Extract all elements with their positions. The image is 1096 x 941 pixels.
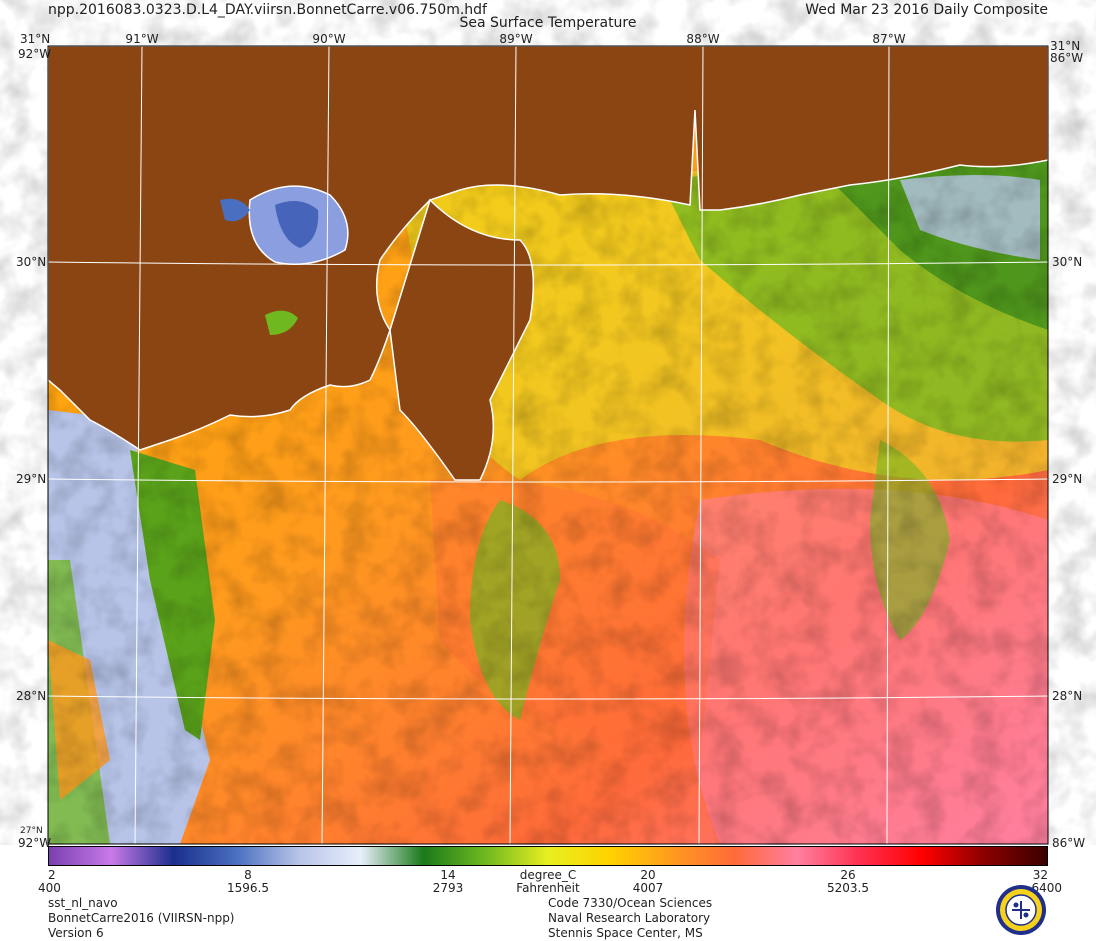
meridian-91w xyxy=(134,45,143,845)
lat-label-28n-right: 28°N xyxy=(1052,689,1083,703)
meridian-88w xyxy=(698,45,704,845)
corner-label-top-right-lon: 86°W xyxy=(1050,51,1084,65)
colorbar-tick-fahrenheit: 6400 xyxy=(1031,881,1062,895)
small-lake xyxy=(220,198,250,222)
footer-product-name: sst_nl_navo xyxy=(48,896,118,910)
meridian-90w xyxy=(321,45,330,845)
corner-label-bottom-left-lat: 27°N xyxy=(20,826,43,836)
meridian-89w xyxy=(509,45,517,845)
lat-label-29n-left: 29°N xyxy=(16,472,47,486)
lon-label-88w: 88°W xyxy=(686,32,720,46)
corner-label-top-right-lat: 31°N xyxy=(1050,39,1081,53)
lat-label-30n-left: 30°N xyxy=(16,255,47,269)
colorbar-tick-fahrenheit: 1596.5 xyxy=(227,881,269,895)
graticule xyxy=(47,45,1049,845)
sst-map xyxy=(47,45,1049,845)
meridian-87w xyxy=(886,45,890,845)
mississippi-delta xyxy=(389,198,535,481)
date-label: Wed Mar 23 2016 Daily Composite xyxy=(805,2,1048,18)
colorbar-tick-fahrenheit: 4007 xyxy=(632,881,664,895)
naval-research-laboratory-seal-icon xyxy=(996,885,1046,935)
colorbar-unit-celsius: degree_C xyxy=(519,868,577,882)
colorbar xyxy=(48,846,1048,866)
parallel-28n xyxy=(47,695,1049,700)
lat-label-28n-left: 28°N xyxy=(16,689,47,703)
corner-label-bottom-left-lon: 92°W xyxy=(18,836,52,850)
footer-org-code: Code 7330/Ocean Sciences xyxy=(548,896,713,910)
parallel-30n xyxy=(47,261,1049,266)
lon-label-87w: 87°W xyxy=(872,32,906,46)
file-name: npp.2016083.0323.D.L4_DAY.viirsn.BonnetC… xyxy=(48,2,487,18)
colorbar-tick-fahrenheit: 5203.5 xyxy=(827,881,869,895)
parallel-29n xyxy=(47,478,1049,483)
lon-label-89w: 89°W xyxy=(499,32,533,46)
colorbar-tick-fahrenheit: 400 xyxy=(38,881,61,895)
colorbar-tick-celsius: 8 xyxy=(244,868,252,882)
corner-label-bottom-right-lon: 86°W xyxy=(1052,836,1086,850)
lon-label-91w: 91°W xyxy=(125,32,159,46)
lake-cold-patch xyxy=(275,201,319,248)
colorbar-tick-fahrenheit: 2793 xyxy=(432,881,464,895)
lat-label-29n-right: 29°N xyxy=(1052,472,1083,486)
product-title: Sea Surface Temperature xyxy=(459,15,637,31)
footer-org-name: Naval Research Laboratory xyxy=(548,911,711,925)
colorbar-tick-celsius: 32 xyxy=(1032,868,1048,882)
colorbar-tick-celsius: 14 xyxy=(440,868,456,882)
colorbar-unit-fahrenheit: Fahrenheit xyxy=(516,881,580,895)
footer-version: Version 6 xyxy=(48,926,104,940)
colorbar-tick-celsius: 2 xyxy=(48,868,56,882)
lat-label-30n-right: 30°N xyxy=(1052,255,1083,269)
footer-dataset-name: BonnetCarre2016 (VIIRSN-npp) xyxy=(48,911,235,925)
lon-label-90w: 90°W xyxy=(312,32,346,46)
map-frame xyxy=(47,45,1049,845)
footer-org-location: Stennis Space Center, MS xyxy=(548,926,703,940)
small-lake xyxy=(265,310,298,335)
corner-label-top-left: 31°N xyxy=(20,32,51,46)
colorbar-tick-celsius: 26 xyxy=(840,868,856,882)
colorbar-tick-celsius: 20 xyxy=(640,868,656,882)
corner-label-top-left-lon: 92°W xyxy=(18,47,52,61)
